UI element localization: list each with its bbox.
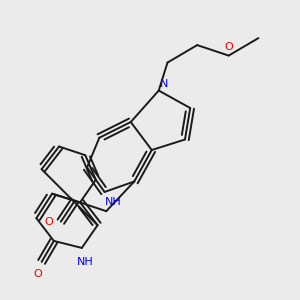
Text: O: O bbox=[44, 217, 53, 227]
Text: NH: NH bbox=[77, 257, 94, 267]
Text: NH: NH bbox=[105, 197, 122, 208]
Text: O: O bbox=[34, 269, 43, 279]
Text: O: O bbox=[224, 42, 233, 52]
Text: N: N bbox=[160, 79, 168, 88]
